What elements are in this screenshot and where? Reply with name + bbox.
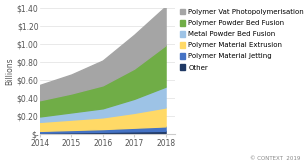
Legend: Polymer Vat Photopolymerisation, Polymer Powder Bed Fusion, Metal Powder Bed Fus: Polymer Vat Photopolymerisation, Polymer… (180, 9, 304, 71)
Text: © CONTEXT  2019: © CONTEXT 2019 (251, 156, 301, 161)
Y-axis label: Billions: Billions (5, 58, 14, 85)
